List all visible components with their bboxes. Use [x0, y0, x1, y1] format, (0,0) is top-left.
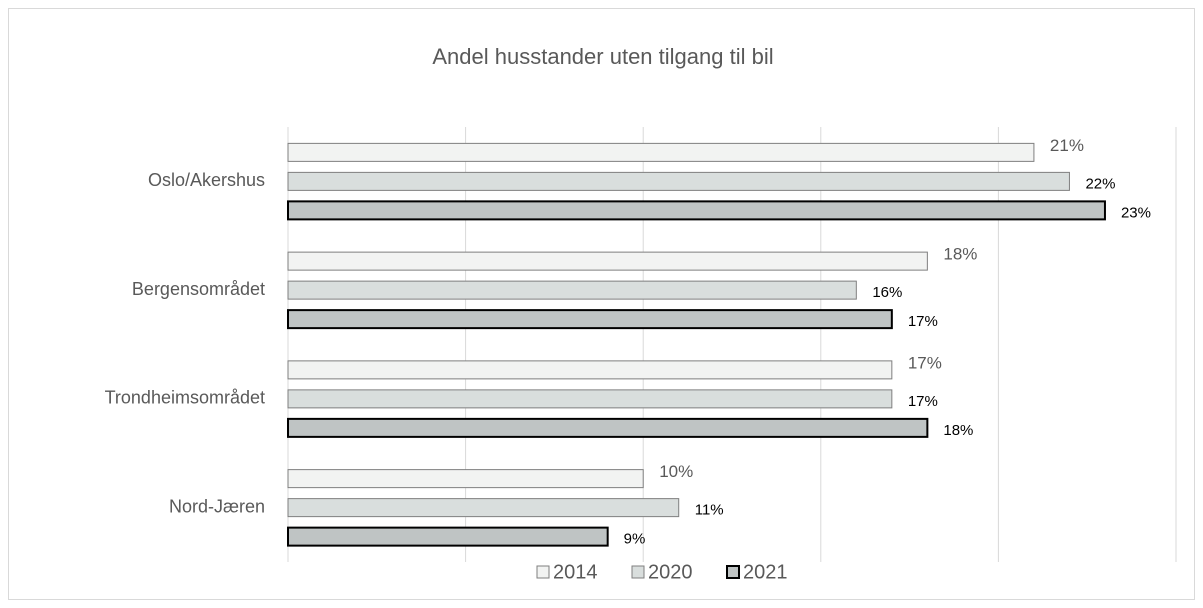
- data-label: 17%: [908, 353, 942, 372]
- bar: [287, 498, 680, 518]
- data-label: 18%: [943, 245, 977, 264]
- legend-label: 2021: [743, 561, 788, 583]
- legend-swatch: [536, 565, 550, 579]
- data-label: 18%: [943, 422, 973, 439]
- data-label: 16%: [872, 284, 902, 301]
- bar: [287, 417, 929, 438]
- y-tick-label: Bergensområdet: [132, 279, 265, 299]
- bar: [287, 171, 1070, 191]
- data-label: 9%: [624, 531, 646, 548]
- y-tick-label: Trondheimsområdet: [105, 388, 265, 408]
- bar: [287, 200, 1106, 221]
- data-label: 21%: [1050, 136, 1084, 155]
- bar: [287, 469, 644, 489]
- legend-label: 2020: [648, 561, 693, 583]
- data-label: 11%: [695, 502, 724, 519]
- data-label: 23%: [1121, 204, 1151, 221]
- bar: [287, 526, 609, 547]
- y-tick-label: Oslo/Akershus: [148, 170, 265, 190]
- bar: [287, 142, 1035, 162]
- bar: [287, 309, 893, 330]
- data-label: 17%: [908, 313, 938, 330]
- legend-swatch: [726, 565, 740, 579]
- data-label: 10%: [659, 462, 693, 481]
- bar: [287, 251, 928, 271]
- data-label: 22%: [1085, 175, 1115, 192]
- bar: [287, 360, 893, 380]
- data-label: 17%: [908, 393, 938, 410]
- legend-label: 2014: [553, 561, 598, 583]
- y-tick-label: Nord-Jæren: [169, 496, 265, 516]
- chart-title: Andel husstander uten tilgang til bil: [432, 44, 773, 69]
- legend-swatch: [631, 565, 645, 579]
- bar: [287, 389, 893, 409]
- bar: [287, 280, 857, 300]
